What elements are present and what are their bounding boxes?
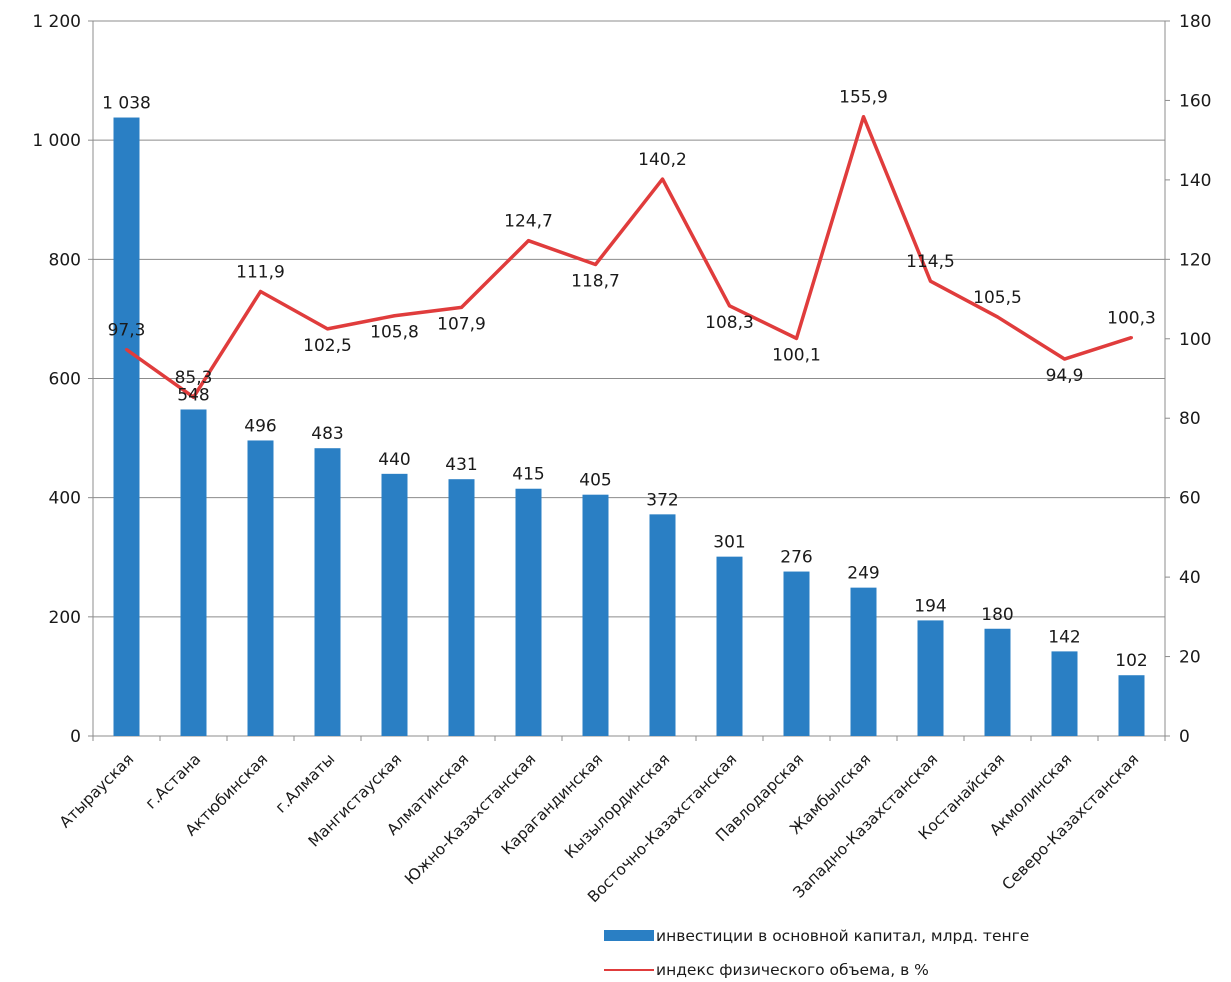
line-data-label: 102,5 xyxy=(303,336,352,356)
bar-data-label: 1 038 xyxy=(102,94,151,114)
line-point xyxy=(1130,336,1133,340)
data-labels: 1 038 548 496 483 440 431 415 405 372 301 276 249 19… xyxy=(102,88,1156,671)
left-tick-label: 400 xyxy=(49,489,81,509)
right-tick-label: 20 xyxy=(1179,648,1201,668)
right-tick-label: 140 xyxy=(1179,171,1211,191)
line-data-label: 105,5 xyxy=(973,288,1022,308)
bar-data-label: 372 xyxy=(646,490,678,510)
bar-data-label: 142 xyxy=(1048,627,1080,647)
line-point xyxy=(929,279,932,283)
bar xyxy=(1051,651,1078,736)
category-label: Атырауская xyxy=(56,750,137,831)
bar xyxy=(448,479,475,736)
bar xyxy=(917,620,944,736)
bar-data-label: 483 xyxy=(311,424,343,444)
line-data-label: 100,3 xyxy=(1107,309,1156,329)
bar-data-label: 431 xyxy=(445,455,477,475)
bar-data-label: 276 xyxy=(780,548,812,568)
bar-data-label: 249 xyxy=(847,564,879,584)
line-point xyxy=(259,290,262,294)
bar xyxy=(716,556,743,736)
line-point xyxy=(594,262,597,266)
axes: 0 200 400 600 800 1 000 1 200 0 20 40 60 80 100 120 14… xyxy=(32,12,1211,747)
category-label: г.Алматы xyxy=(272,750,339,817)
right-tick-label: 60 xyxy=(1179,489,1201,509)
bar xyxy=(113,117,140,736)
bar-data-label: 301 xyxy=(713,533,745,553)
right-tick-label: 120 xyxy=(1179,250,1211,270)
line-point xyxy=(661,177,664,181)
line-point xyxy=(460,305,463,309)
bar xyxy=(850,587,877,736)
right-tick-label: 180 xyxy=(1179,12,1211,32)
legend-line-label: индекс физического объема, в % xyxy=(656,961,929,979)
bar xyxy=(984,628,1011,736)
right-tick-label: 100 xyxy=(1179,330,1211,350)
bar xyxy=(381,473,408,736)
bar-data-label: 496 xyxy=(244,416,276,436)
right-tick-label: 40 xyxy=(1179,568,1201,588)
line-point xyxy=(996,315,999,319)
line-point xyxy=(1063,357,1066,361)
line-data-label: 111,9 xyxy=(236,263,285,283)
line-point xyxy=(125,348,128,352)
right-tick-label: 80 xyxy=(1179,409,1201,429)
bar xyxy=(1118,675,1145,736)
line-data-label: 97,3 xyxy=(108,321,146,341)
line-data-label: 114,5 xyxy=(906,252,955,272)
line-data-label: 94,9 xyxy=(1046,366,1084,386)
bar xyxy=(649,514,676,736)
line-data-label: 118,7 xyxy=(571,271,620,291)
bar-data-label: 405 xyxy=(579,471,611,491)
bar xyxy=(783,571,810,736)
category-label: г.Астана xyxy=(142,750,204,812)
left-tick-label: 0 xyxy=(70,727,81,747)
bar-data-label: 415 xyxy=(512,465,544,485)
left-tick-label: 800 xyxy=(49,250,81,270)
left-tick-label: 200 xyxy=(49,608,81,628)
left-tick-label: 600 xyxy=(49,370,81,390)
bar xyxy=(180,409,207,736)
bar-series xyxy=(113,117,1145,736)
legend-bar-label: инвестиции в основной капитал, млрд. тен… xyxy=(656,927,1029,945)
line-data-label: 140,2 xyxy=(638,150,687,170)
line-point xyxy=(862,115,865,119)
line-data-label: 85,3 xyxy=(175,368,213,388)
bar-data-label: 180 xyxy=(981,605,1013,625)
category-label: Северо-Казахстанская xyxy=(999,750,1143,894)
right-tick-label: 160 xyxy=(1179,91,1211,111)
left-tick-label: 1 000 xyxy=(32,131,81,151)
line-point xyxy=(527,239,530,243)
line-point xyxy=(192,395,195,399)
line-data-label: 100,1 xyxy=(772,345,821,365)
line-data-label: 107,9 xyxy=(437,314,486,334)
bar-data-label: 440 xyxy=(378,450,410,470)
line-series xyxy=(125,114,1133,399)
line-data-label: 124,7 xyxy=(504,212,553,232)
bar-data-label: 102 xyxy=(1115,651,1147,671)
line-point xyxy=(795,336,798,340)
category-label: Южно-Казахстанская xyxy=(401,750,539,888)
line-data-label: 155,9 xyxy=(839,88,888,108)
bar xyxy=(314,448,341,736)
line-point xyxy=(393,314,396,318)
bar-data-label: 194 xyxy=(914,596,946,616)
line-point xyxy=(326,327,329,331)
bar xyxy=(247,440,274,736)
legend-bar-swatch xyxy=(604,930,654,941)
index-line xyxy=(125,114,1133,399)
bar xyxy=(515,488,542,736)
left-tick-label: 1 200 xyxy=(32,12,81,32)
line-data-label: 108,3 xyxy=(705,313,754,333)
line-data-label: 105,8 xyxy=(370,323,419,343)
bar-data-label: 548 xyxy=(177,385,209,405)
legend: инвестиции в основной капитал, млрд. тен… xyxy=(604,927,1029,979)
bar xyxy=(582,494,609,736)
right-tick-label: 0 xyxy=(1179,727,1190,747)
line-point xyxy=(728,304,731,308)
